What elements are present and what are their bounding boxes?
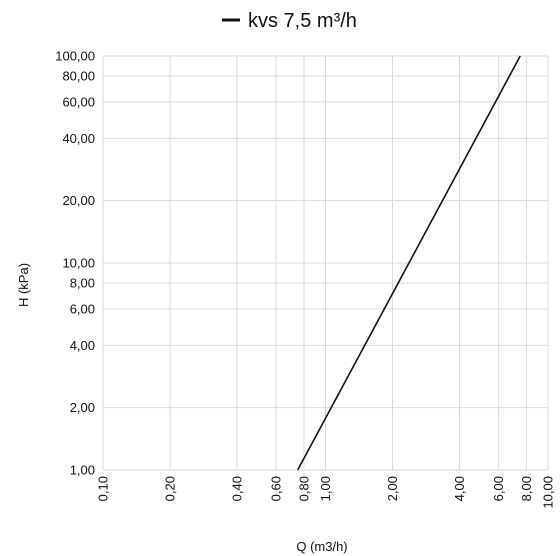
y-tick-label: 20,00	[62, 193, 95, 208]
x-tick-label: 8,00	[519, 476, 534, 501]
x-axis-ticks: 0,10 0,20 0,40 0,60 0,80 1,00 2,00 4,00 6,00 8,00…	[96, 476, 556, 509]
y-tick-label: 8,00	[70, 276, 95, 291]
plot-area	[296, 55, 521, 471]
series-line-kvs	[296, 55, 521, 471]
x-tick-label: 4,00	[452, 476, 467, 501]
legend-label-kvs: kvs 7,5 m³/h	[248, 10, 357, 32]
x-tick-label: 10,00	[541, 476, 556, 509]
legend: kvs 7,5 m³/h	[222, 10, 357, 32]
y-tick-label: 4,00	[70, 338, 95, 353]
x-tick-label: 1,00	[318, 476, 333, 501]
grid	[102, 55, 549, 471]
y-axis-ticks: 1,00 2,00 4,00 6,00 8,00 10,00 20,00 40,00 60,00…	[55, 49, 95, 478]
x-tick-label: 0,10	[96, 476, 111, 501]
x-tick-label: 0,20	[162, 476, 177, 501]
x-tick-label: 6,00	[491, 476, 506, 501]
y-tick-label: 1,00	[70, 463, 95, 478]
x-tick-label: 2,00	[385, 476, 400, 501]
y-tick-label: 6,00	[70, 301, 95, 316]
y-tick-label: 40,00	[62, 131, 95, 146]
y-tick-label: 80,00	[62, 69, 95, 84]
x-axis-label: Q (m3/h)	[296, 539, 347, 554]
y-axis-label: H (kPa)	[16, 263, 31, 307]
x-tick-label: 0,60	[269, 476, 284, 501]
y-tick-label: 10,00	[62, 256, 95, 271]
y-tick-label: 2,00	[70, 400, 95, 415]
y-tick-label: 100,00	[55, 49, 95, 64]
x-tick-label: 0,80	[296, 476, 311, 501]
y-tick-label: 60,00	[62, 94, 95, 109]
x-tick-label: 0,40	[229, 476, 244, 501]
